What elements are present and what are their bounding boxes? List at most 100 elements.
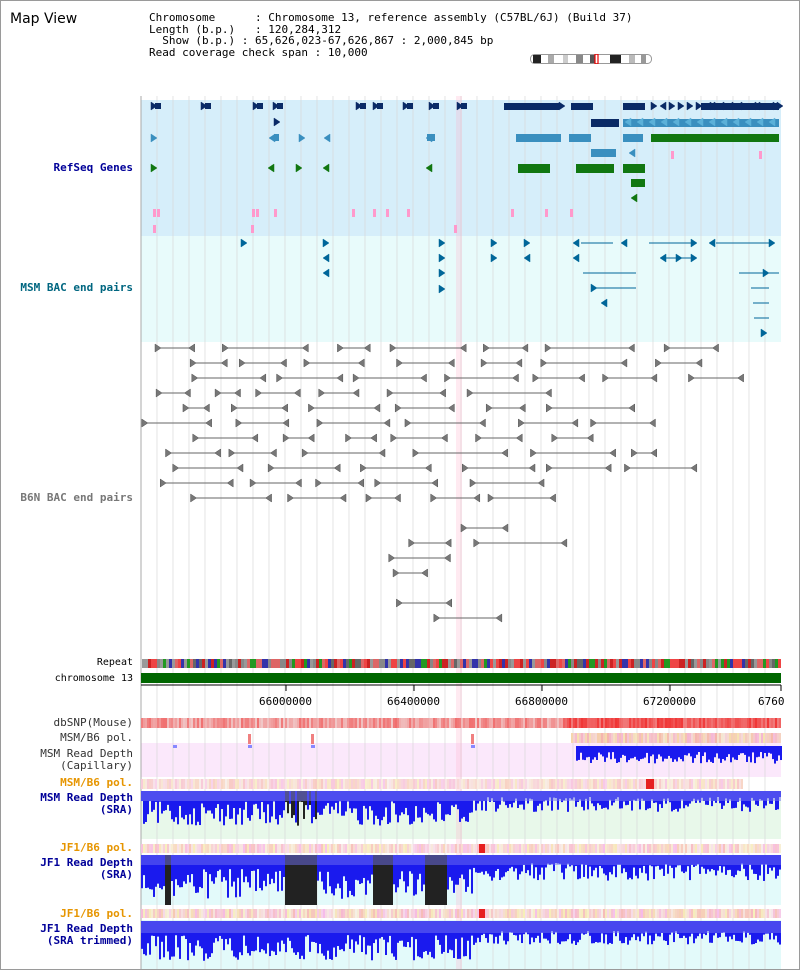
- snp-cell: [343, 718, 345, 728]
- bac-end: [259, 373, 267, 383]
- track-label-refseq[interactable]: RefSeq Genes: [53, 161, 133, 174]
- pol-cell: [683, 779, 685, 789]
- bac-end: [490, 253, 498, 263]
- pol-cell: [399, 844, 401, 853]
- pol-cell: [511, 779, 513, 789]
- repeat-segment: [628, 659, 631, 668]
- depth-bar: [263, 791, 265, 813]
- snp-cell: [773, 718, 775, 728]
- pol-cell: [141, 844, 143, 853]
- snp-cell: [181, 718, 183, 728]
- track-label-b6n-bac[interactable]: B6N BAC end pairs: [20, 491, 133, 504]
- repeat-segment: [154, 659, 157, 668]
- depth-bar: [407, 791, 409, 816]
- repeat-segment: [433, 659, 436, 668]
- depth-bar: [664, 746, 666, 759]
- track-label-jf1-pol-1[interactable]: JF1/B6 pol.: [60, 841, 133, 854]
- pol-cell: [201, 844, 203, 853]
- track-label-jf1-depth-trim[interactable]: JF1 Read Depth (SRA trimmed): [40, 923, 133, 946]
- snp-cell: [707, 718, 709, 728]
- track-label-jf1-depth[interactable]: JF1 Read Depth (SRA): [40, 857, 133, 880]
- pol-cell: [431, 844, 433, 853]
- snp-cell: [569, 718, 571, 728]
- track-label-msm-pol-1[interactable]: MSM/B6 pol.: [60, 731, 133, 744]
- chromosome-label: Chromosome: [149, 11, 216, 24]
- repeat-segment: [217, 659, 220, 668]
- depth-bar: [622, 746, 624, 755]
- rna-mark: [274, 209, 277, 217]
- pol-cell: [661, 909, 663, 918]
- track-label-repeat[interactable]: Repeat: [96, 657, 133, 668]
- bac-end: [337, 343, 344, 353]
- pol-cell: [593, 779, 595, 789]
- depth-bar: [425, 791, 427, 813]
- track-label-chromosome[interactable]: chromosome 13: [54, 673, 133, 684]
- track-label-dbsnp[interactable]: dbSNP(Mouse): [53, 716, 133, 729]
- snp-cell: [275, 718, 277, 728]
- pol-cell: [341, 779, 343, 789]
- pol-cell: [275, 779, 277, 789]
- pol-cell: [605, 844, 607, 853]
- pol-cell: [333, 844, 335, 853]
- depth-bar: [389, 855, 391, 905]
- pol-cell: [269, 844, 271, 853]
- snp-cell: [361, 718, 363, 728]
- track-label-msm-depth-sra[interactable]: MSM Read Depth (SRA): [40, 792, 133, 815]
- pol-cell: [601, 733, 603, 743]
- snp-cell: [427, 718, 429, 728]
- pol-cell: [473, 844, 475, 853]
- gene-marker: [732, 117, 740, 127]
- gene-marker: [630, 193, 638, 203]
- snp-cell: [173, 718, 175, 728]
- pol-cell: [581, 733, 583, 743]
- track-label-msm-bac[interactable]: MSM BAC end pairs: [20, 281, 133, 294]
- chromosome-ideogram[interactable]: [530, 54, 652, 64]
- depth-bar: [141, 921, 143, 949]
- pol-cell: [439, 909, 441, 918]
- repeat-segment: [280, 659, 283, 668]
- snp-cell: [211, 718, 213, 728]
- depth-bar: [229, 791, 231, 819]
- pol-cell: [487, 844, 489, 853]
- pol-cell: [493, 909, 495, 918]
- pol-cell: [291, 779, 293, 789]
- snp-cell: [363, 718, 365, 728]
- pol-cell: [373, 909, 375, 918]
- depth-bar: [459, 921, 461, 959]
- snp-cell: [591, 718, 593, 728]
- pol-cell: [655, 909, 657, 918]
- depth-bar: [223, 921, 225, 951]
- depth-bar: [255, 921, 257, 951]
- depth-bar: [297, 921, 299, 953]
- pol-cell: [641, 733, 643, 743]
- snp-cell: [509, 718, 511, 728]
- pol-cell: [727, 909, 729, 918]
- track-label-msm-depth-cap[interactable]: MSM Read Depth (Capillary): [40, 748, 133, 771]
- repeat-segment: [580, 659, 583, 668]
- pol-cell: [297, 779, 299, 789]
- pol-cell: [683, 733, 685, 743]
- repeat-segment: [511, 659, 514, 668]
- depth-bar: [391, 921, 393, 954]
- track-label-jf1-pol-2[interactable]: JF1/B6 pol.: [60, 907, 133, 920]
- pol-cell: [733, 733, 735, 743]
- repeat-segment: [562, 659, 565, 668]
- depth-bar: [293, 921, 295, 953]
- snp-cell: [453, 718, 455, 728]
- gene-marker: [672, 117, 680, 127]
- pol-cell: [621, 779, 623, 789]
- pol-cell: [475, 779, 477, 789]
- depth-bar: [421, 921, 423, 959]
- snp-cell: [347, 718, 349, 728]
- pol-cell: [651, 909, 653, 918]
- repeat-segment: [733, 659, 736, 668]
- snp-cell: [259, 718, 261, 728]
- pol-cell: [721, 909, 723, 918]
- depth-bar: [397, 855, 399, 888]
- depth-bar: [221, 855, 223, 882]
- track-label-msm-pol-2[interactable]: MSM/B6 pol.: [60, 776, 133, 789]
- depth-bar: [239, 921, 241, 953]
- pol-cell: [749, 733, 751, 743]
- depth-bar: [151, 855, 153, 890]
